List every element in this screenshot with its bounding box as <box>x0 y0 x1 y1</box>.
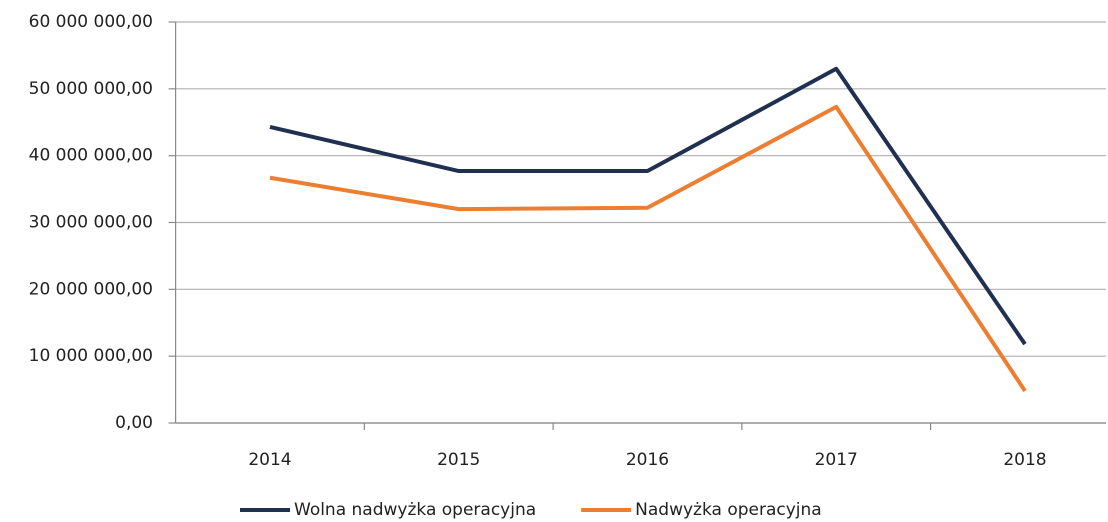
y-tick-label: 60 000 000,00 <box>29 12 153 32</box>
x-tick-label: 2018 <box>1003 450 1046 470</box>
y-tick-label: 10 000 000,00 <box>29 346 153 366</box>
y-tick-label: 0,00 <box>115 413 153 433</box>
line-series <box>269 66 1027 346</box>
legend-label: Nadwyżka operacyjna <box>635 500 822 520</box>
x-tick-label: 2014 <box>248 450 291 470</box>
x-tick-label: 2017 <box>815 450 858 470</box>
y-tick-label: 40 000 000,00 <box>29 146 153 166</box>
y-tick-label: 20 000 000,00 <box>29 279 153 299</box>
y-tick-label: 30 000 000,00 <box>29 213 153 233</box>
x-tick-label: 2015 <box>437 450 480 470</box>
x-tick-label: 2016 <box>626 450 669 470</box>
line-series <box>269 104 1027 393</box>
y-tick-label: 50 000 000,00 <box>29 79 153 99</box>
legend-label: Wolna nadwyżka operacyjna <box>294 500 536 520</box>
